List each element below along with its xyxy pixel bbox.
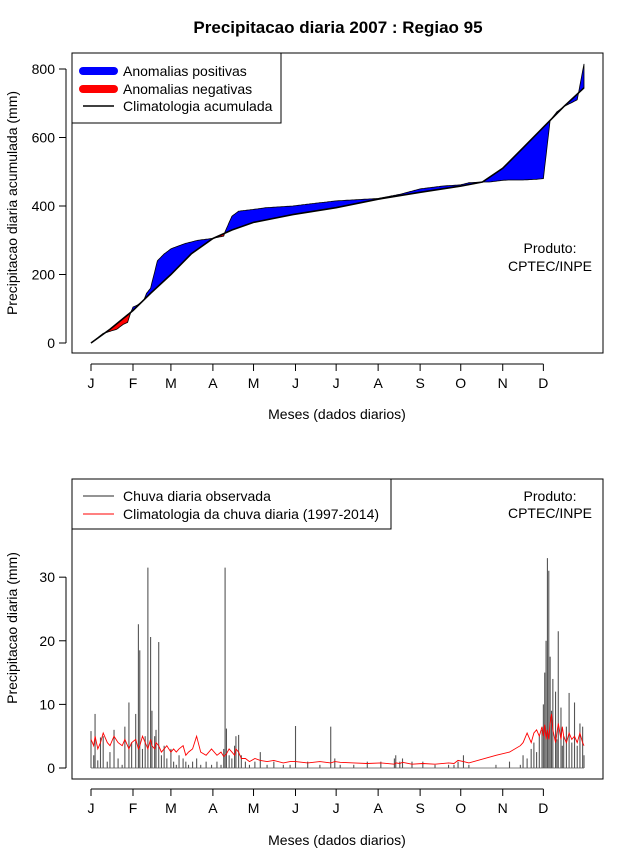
climatology-cumulative-line bbox=[90, 87, 585, 344]
y-tick-label: 200 bbox=[32, 267, 56, 283]
legend-label-climatology: Climatologia acumulada bbox=[123, 98, 273, 114]
legend-label-negative: Anomalias negativas bbox=[123, 81, 252, 97]
y-tick-label: 400 bbox=[32, 198, 56, 214]
x-tick-label: A bbox=[208, 375, 218, 391]
legend-box-bottom bbox=[71, 478, 392, 530]
climatology-daily-line bbox=[90, 713, 585, 765]
observed-bars bbox=[90, 558, 585, 769]
x-tick-label: J bbox=[292, 375, 299, 391]
x-tick-label: O bbox=[455, 800, 466, 816]
x-tick-label: M bbox=[248, 375, 260, 391]
y-tick-label: 20 bbox=[39, 633, 55, 649]
y-axis-title-top: Precipitacao diaria acumulada (mm) bbox=[4, 91, 20, 315]
y-axis-top: 0 200 400 600 800 bbox=[32, 61, 67, 351]
y-axis-title-bottom: Precipitacao diaria (mm) bbox=[4, 552, 20, 704]
x-tick-label: F bbox=[129, 800, 138, 816]
x-tick-label: S bbox=[415, 375, 424, 391]
figure-title: Precipitacao diaria 2007 : Regiao 95 bbox=[193, 18, 482, 37]
legend-label-daily-climatology: Climatologia da chuva diaria (1997-2014) bbox=[123, 506, 379, 522]
accumulated-chart: 0 200 400 600 800 J F M A M J J A S O N D Meses (dados … bbox=[4, 52, 604, 422]
annotation-product-label-bottom: Produto: bbox=[524, 488, 577, 504]
daily-chart: 0 10 20 30 J F M A M J J A S O N D Meses (dados diario… bbox=[4, 478, 604, 848]
annotation-product-label: Produto: bbox=[524, 240, 577, 256]
legend-label-positive: Anomalias positivas bbox=[123, 63, 247, 79]
annotation-product-source: CPTEC/INPE bbox=[508, 258, 592, 274]
x-tick-label: J bbox=[333, 375, 340, 391]
y-tick-label: 800 bbox=[32, 61, 56, 77]
y-tick-label: 0 bbox=[47, 335, 55, 351]
y-tick-label: 600 bbox=[32, 130, 56, 146]
x-tick-label: N bbox=[498, 800, 508, 816]
legend-top: Anomalias positivas Anomalias negativas … bbox=[71, 52, 282, 124]
x-tick-label: O bbox=[455, 375, 466, 391]
x-tick-label: A bbox=[373, 375, 383, 391]
x-tick-label: S bbox=[415, 800, 424, 816]
x-tick-label: F bbox=[129, 375, 138, 391]
x-tick-label: M bbox=[165, 800, 177, 816]
x-tick-label: A bbox=[208, 800, 218, 816]
y-tick-label: 10 bbox=[39, 696, 55, 712]
x-tick-label: J bbox=[333, 800, 340, 816]
x-tick-label: D bbox=[538, 375, 548, 391]
x-tick-label: N bbox=[498, 375, 508, 391]
y-tick-label: 30 bbox=[39, 569, 55, 585]
annotation-product-source-bottom: CPTEC/INPE bbox=[508, 505, 592, 521]
x-tick-label: J bbox=[292, 800, 299, 816]
x-tick-label: D bbox=[538, 800, 548, 816]
x-tick-label: M bbox=[165, 375, 177, 391]
x-tick-label: M bbox=[248, 800, 260, 816]
legend-label-observed: Chuva diaria observada bbox=[123, 488, 271, 504]
y-axis-bottom: 0 10 20 30 bbox=[39, 569, 67, 776]
y-tick-label: 0 bbox=[47, 760, 55, 776]
x-tick-label: J bbox=[88, 375, 95, 391]
x-axis-title-bottom: Meses (dados diarios) bbox=[268, 832, 406, 848]
x-axis-title-top: Meses (dados diarios) bbox=[268, 406, 406, 422]
legend-bottom: Chuva diaria observada Climatologia da c… bbox=[71, 478, 392, 530]
x-tick-label: A bbox=[373, 800, 383, 816]
x-tick-label: J bbox=[88, 800, 95, 816]
plot-frame-top bbox=[71, 52, 604, 354]
